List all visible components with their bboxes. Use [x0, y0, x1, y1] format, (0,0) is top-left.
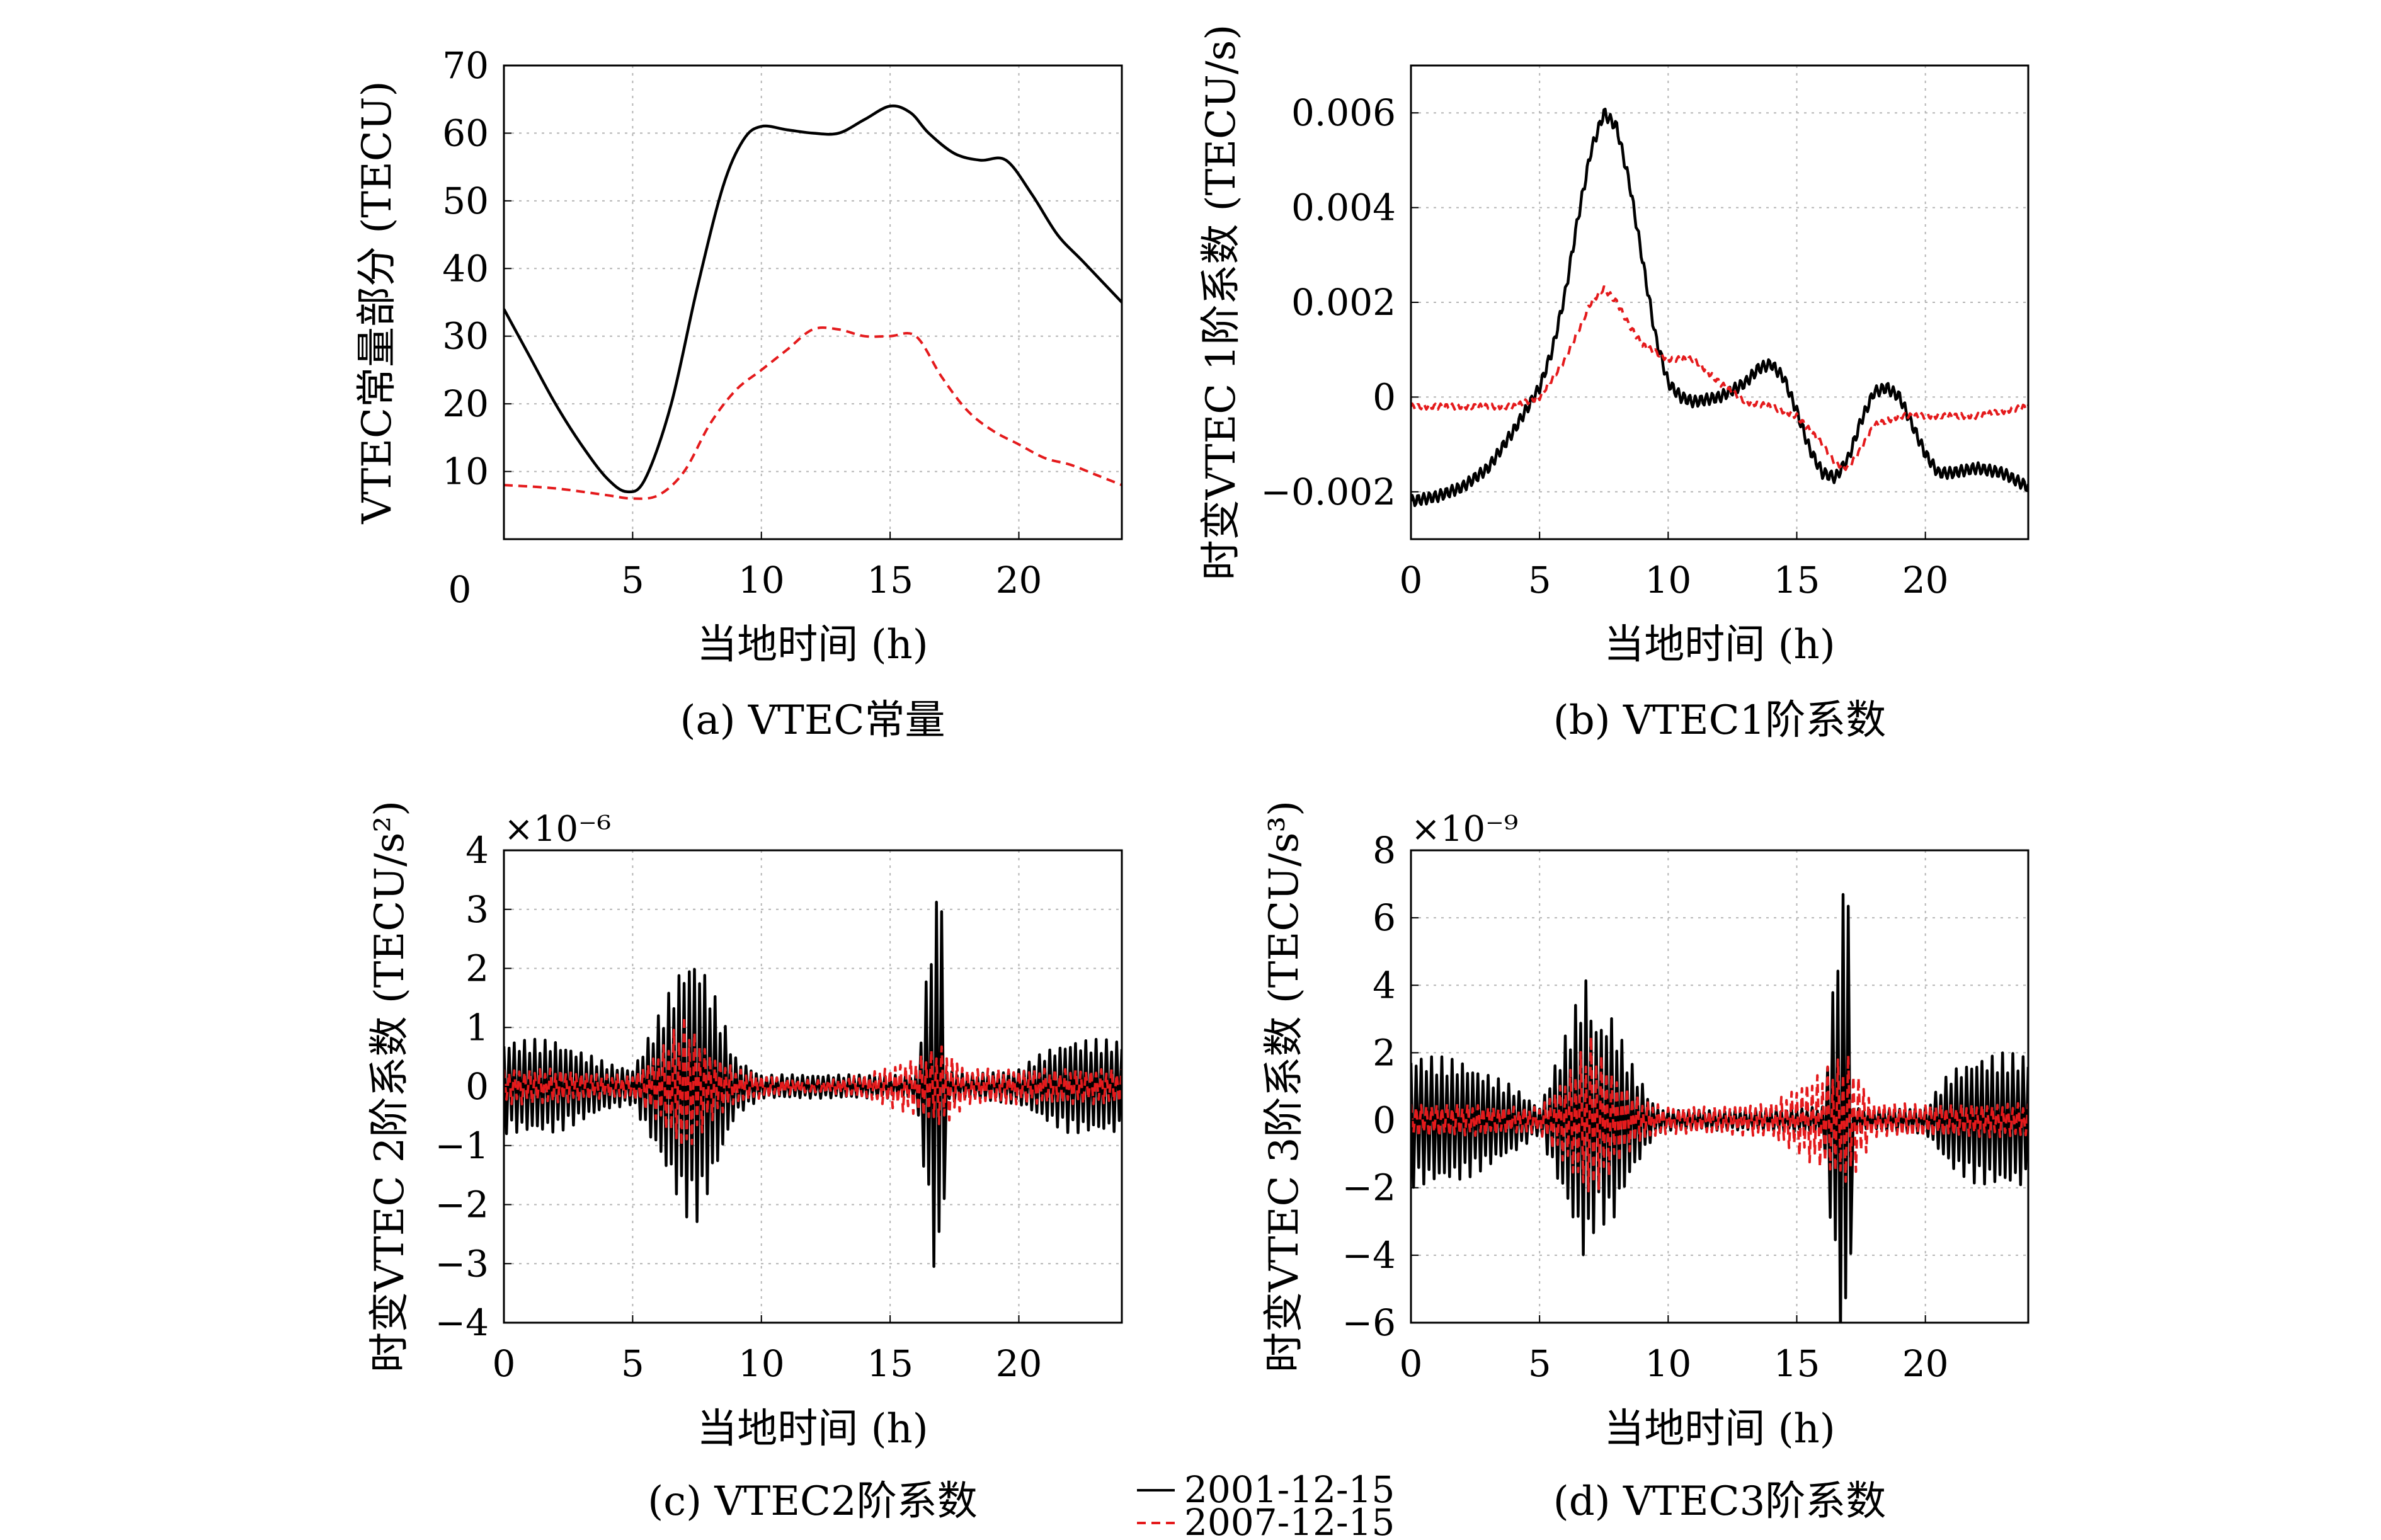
y-tick-label-a: 40	[442, 247, 489, 290]
y-axis-label-a: VTEC常量部分 (TECU)	[354, 81, 401, 524]
y-tick-label-b: −0.002	[1260, 471, 1396, 513]
x-tick-label-c: 15	[867, 1342, 913, 1385]
caption-d: (d) VTEC3阶系数	[1553, 1478, 1887, 1525]
y-tick-label-d: 8	[1373, 829, 1396, 872]
panel-d: 0 5 10 15 20 −6 −4 −2 0 2 4 6 8 ×10⁻⁹ 当地时间 (h) 时变VTE…	[1261, 801, 2030, 1525]
x-tick-label-d: 20	[1902, 1342, 1949, 1385]
multiplier-d: ×10⁻⁹	[1411, 809, 1518, 850]
y-axis-label-b: 时变VTEC 1阶系数 (TECU/s)	[1198, 25, 1245, 581]
y-tick-label-c: −3	[435, 1242, 489, 1285]
series-line-a-2007	[504, 326, 1122, 500]
x-tick-label-d: 0	[1400, 1342, 1423, 1385]
y-tick-label-a: 20	[442, 382, 489, 425]
y-tick-label-d: −6	[1342, 1301, 1396, 1344]
grid-a	[504, 66, 1122, 539]
x-axis-label-b: 当地时间 (h)	[1604, 622, 1836, 668]
x-tick-label-b: 0	[1400, 559, 1423, 602]
y-tick-label-a: 60	[442, 111, 489, 154]
y-tick-label-c: 4	[465, 829, 489, 872]
y-axis-label-d: 时变VTEC 3阶系数 (TECU/s³)	[1261, 801, 1308, 1372]
caption-b: (b) VTEC1阶系数	[1553, 697, 1887, 744]
series-layer-c	[504, 901, 1122, 1269]
x-tick-label-a: 0	[448, 568, 472, 611]
panel-a: 0 5 10 15 20 10 20 30 40 50 60 70 当地时间 (h) VTEC常量部分…	[354, 44, 1123, 744]
y-tick-label-d: −4	[1342, 1234, 1396, 1277]
ticks-a: 0 5 10 15 20 10 20 30 40 50 60 70	[442, 44, 1042, 611]
y-tick-label-a: 50	[442, 180, 489, 222]
y-tick-label-a: 10	[442, 450, 489, 493]
y-tick-label-d: 4	[1373, 964, 1396, 1007]
x-tick-label-b: 15	[1774, 559, 1820, 602]
series-layer-b	[1411, 107, 2028, 508]
series-line-c-2001	[504, 901, 1122, 1269]
x-tick-label-a: 15	[867, 559, 913, 602]
ticks-c: 0 5 10 15 20 −4 −3 −2 −1 0 1 2 3 4	[435, 829, 1042, 1385]
ticks-b: 0 5 10 15 20 −0.002 0 0.002 0.004 0.006	[1260, 91, 1948, 602]
x-axis-label-d: 当地时间 (h)	[1604, 1406, 1836, 1452]
x-tick-label-d: 10	[1645, 1342, 1691, 1385]
y-tick-label-b: 0.004	[1291, 186, 1396, 229]
x-tick-label-d: 15	[1774, 1342, 1820, 1385]
series-line-b-2007	[1411, 285, 2028, 471]
legend-label-2001: 2001-12-15	[1184, 1468, 1395, 1511]
x-tick-label-b: 5	[1528, 559, 1551, 602]
y-tick-label-d: −2	[1342, 1166, 1396, 1209]
plot-frame-a	[503, 64, 1123, 540]
y-tick-label-c: 0	[465, 1065, 489, 1108]
series-layer-a	[504, 104, 1122, 500]
y-tick-label-b: 0	[1373, 375, 1396, 418]
y-tick-label-a: 30	[442, 315, 489, 358]
multiplier-c: ×10⁻⁶	[504, 809, 611, 850]
y-tick-label-d: 0	[1373, 1099, 1396, 1142]
x-tick-label-c: 0	[493, 1342, 516, 1385]
series-line-d-2007	[1411, 1035, 2028, 1193]
x-tick-label-c: 20	[996, 1342, 1042, 1385]
ticks-d: 0 5 10 15 20 −6 −4 −2 0 2 4 6 8	[1342, 829, 1949, 1385]
y-tick-label-c: 1	[465, 1006, 489, 1049]
series-line-c-2007	[504, 1015, 1122, 1148]
caption-c: (c) VTEC2阶系数	[648, 1478, 977, 1525]
y-axis-label-c: 时变VTEC 2阶系数 (TECU/s²)	[367, 801, 413, 1372]
y-tick-label-a: 70	[442, 44, 489, 87]
y-tick-label-d: 6	[1373, 896, 1396, 939]
grid-b	[1411, 66, 2028, 539]
caption-a: (a) VTEC常量	[680, 697, 945, 744]
y-tick-label-c: −2	[435, 1184, 489, 1226]
x-tick-label-d: 5	[1528, 1342, 1551, 1385]
y-tick-label-b: 0.002	[1291, 281, 1396, 324]
y-tick-label-c: −4	[435, 1301, 489, 1344]
y-tick-label-c: 3	[465, 888, 489, 931]
y-tick-label-c: −1	[435, 1124, 489, 1167]
y-tick-label-d: 2	[1373, 1031, 1396, 1074]
panel-c: 0 5 10 15 20 −4 −3 −2 −1 0 1 2 3 4 ×10⁻⁶ 当地时间 (h) 时变V…	[367, 801, 1123, 1525]
x-tick-label-b: 20	[1902, 559, 1949, 602]
x-tick-label-a: 10	[738, 559, 785, 602]
series-layer-d	[1411, 893, 2028, 1323]
y-tick-label-c: 2	[465, 947, 489, 990]
x-axis-label-a: 当地时间 (h)	[697, 622, 928, 668]
legend: 2001-12-15 2007-12-15	[1137, 1468, 1395, 1540]
grid-d	[1411, 850, 2028, 1323]
x-tick-label-a: 20	[996, 559, 1042, 602]
x-axis-label-c: 当地时间 (h)	[697, 1406, 928, 1452]
plot-frame-d	[1410, 849, 2030, 1324]
legend-label-2007: 2007-12-15	[1184, 1501, 1395, 1540]
x-tick-label-b: 10	[1645, 559, 1691, 602]
x-tick-label-c: 10	[738, 1342, 785, 1385]
series-line-a-2001	[504, 104, 1122, 494]
y-tick-label-b: 0.006	[1291, 91, 1396, 134]
series-line-b-2001	[1411, 107, 2028, 508]
x-tick-label-c: 5	[621, 1342, 644, 1385]
x-tick-label-a: 5	[621, 559, 644, 602]
